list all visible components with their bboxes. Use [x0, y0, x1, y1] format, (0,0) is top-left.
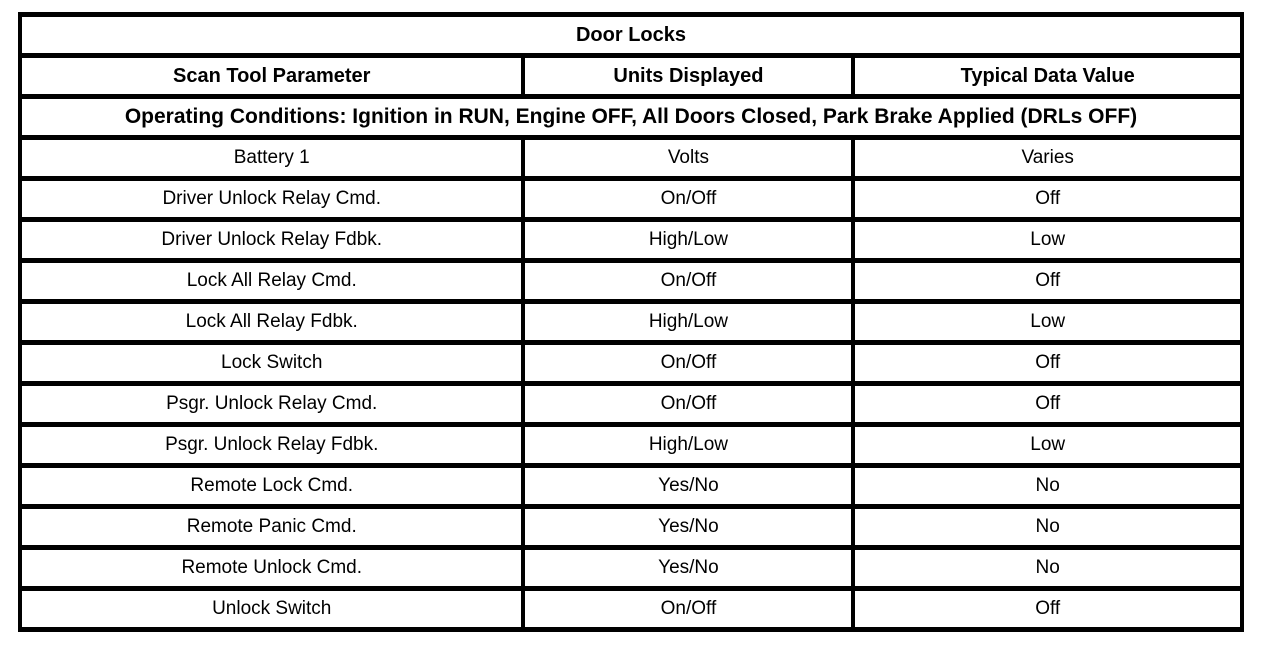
value-cell: No — [851, 463, 1244, 509]
value-cell: Low — [851, 299, 1244, 345]
value-cell: Off — [851, 381, 1244, 427]
table-title-row: Door Locks — [18, 12, 1244, 58]
parameter-cell: Remote Lock Cmd. — [17, 463, 526, 509]
units-cell: High/Low — [521, 217, 856, 263]
value-cell: Varies — [851, 135, 1244, 181]
column-header-row: Scan Tool Parameter Units Displayed Typi… — [17, 53, 1244, 99]
units-cell: Volts — [521, 135, 856, 181]
units-cell: Yes/No — [521, 545, 856, 591]
value-cell: Low — [851, 217, 1244, 263]
parameter-cell: Driver Unlock Relay Cmd. — [17, 176, 526, 222]
table-row: Battery 1 Volts Varies — [17, 135, 1244, 181]
value-cell: Off — [851, 176, 1244, 222]
door-locks-table: Door Locks Scan Tool Parameter Units Dis… — [17, 12, 1244, 632]
parameter-cell: Lock All Relay Cmd. — [17, 258, 526, 304]
units-cell: On/Off — [521, 340, 856, 386]
operating-conditions-row: Operating Conditions: Ignition in RUN, E… — [18, 94, 1244, 140]
table-row: Lock All Relay Fdbk. High/Low Low — [17, 299, 1244, 345]
parameter-cell: Battery 1 — [17, 135, 526, 181]
units-cell: On/Off — [521, 258, 856, 304]
column-header-parameter: Scan Tool Parameter — [17, 53, 526, 99]
table-row: Psgr. Unlock Relay Fdbk. High/Low Low — [17, 422, 1244, 468]
parameter-cell: Unlock Switch — [17, 586, 526, 632]
units-cell: On/Off — [521, 586, 856, 632]
table-row: Driver Unlock Relay Cmd. On/Off Off — [17, 176, 1244, 222]
parameter-cell: Remote Unlock Cmd. — [17, 545, 526, 591]
table-body: Battery 1 Volts Varies Driver Unlock Rel… — [17, 135, 1244, 632]
parameter-cell: Remote Panic Cmd. — [17, 504, 526, 550]
value-cell: Off — [851, 340, 1244, 386]
parameter-cell: Psgr. Unlock Relay Fdbk. — [17, 422, 526, 468]
parameter-cell: Lock Switch — [17, 340, 526, 386]
value-cell: Off — [851, 586, 1244, 632]
table-row: Lock All Relay Cmd. On/Off Off — [17, 258, 1244, 304]
table-row: Remote Unlock Cmd. Yes/No No — [17, 545, 1244, 591]
table-row: Psgr. Unlock Relay Cmd. On/Off Off — [17, 381, 1244, 427]
table-row: Driver Unlock Relay Fdbk. High/Low Low — [17, 217, 1244, 263]
table-row: Remote Panic Cmd. Yes/No No — [17, 504, 1244, 550]
table-row: Unlock Switch On/Off Off — [17, 586, 1244, 632]
units-cell: On/Off — [521, 381, 856, 427]
units-cell: On/Off — [521, 176, 856, 222]
value-cell: No — [851, 504, 1244, 550]
column-header-value: Typical Data Value — [851, 53, 1244, 99]
units-cell: Yes/No — [521, 463, 856, 509]
units-cell: High/Low — [521, 299, 856, 345]
value-cell: Off — [851, 258, 1244, 304]
value-cell: No — [851, 545, 1244, 591]
parameter-cell: Lock All Relay Fdbk. — [17, 299, 526, 345]
table-title: Door Locks — [18, 12, 1244, 58]
parameter-cell: Psgr. Unlock Relay Cmd. — [17, 381, 526, 427]
operating-conditions: Operating Conditions: Ignition in RUN, E… — [18, 94, 1244, 140]
column-header-units: Units Displayed — [521, 53, 856, 99]
parameter-cell: Driver Unlock Relay Fdbk. — [17, 217, 526, 263]
table-row: Remote Lock Cmd. Yes/No No — [17, 463, 1244, 509]
units-cell: Yes/No — [521, 504, 856, 550]
table-row: Lock Switch On/Off Off — [17, 340, 1244, 386]
units-cell: High/Low — [521, 422, 856, 468]
value-cell: Low — [851, 422, 1244, 468]
